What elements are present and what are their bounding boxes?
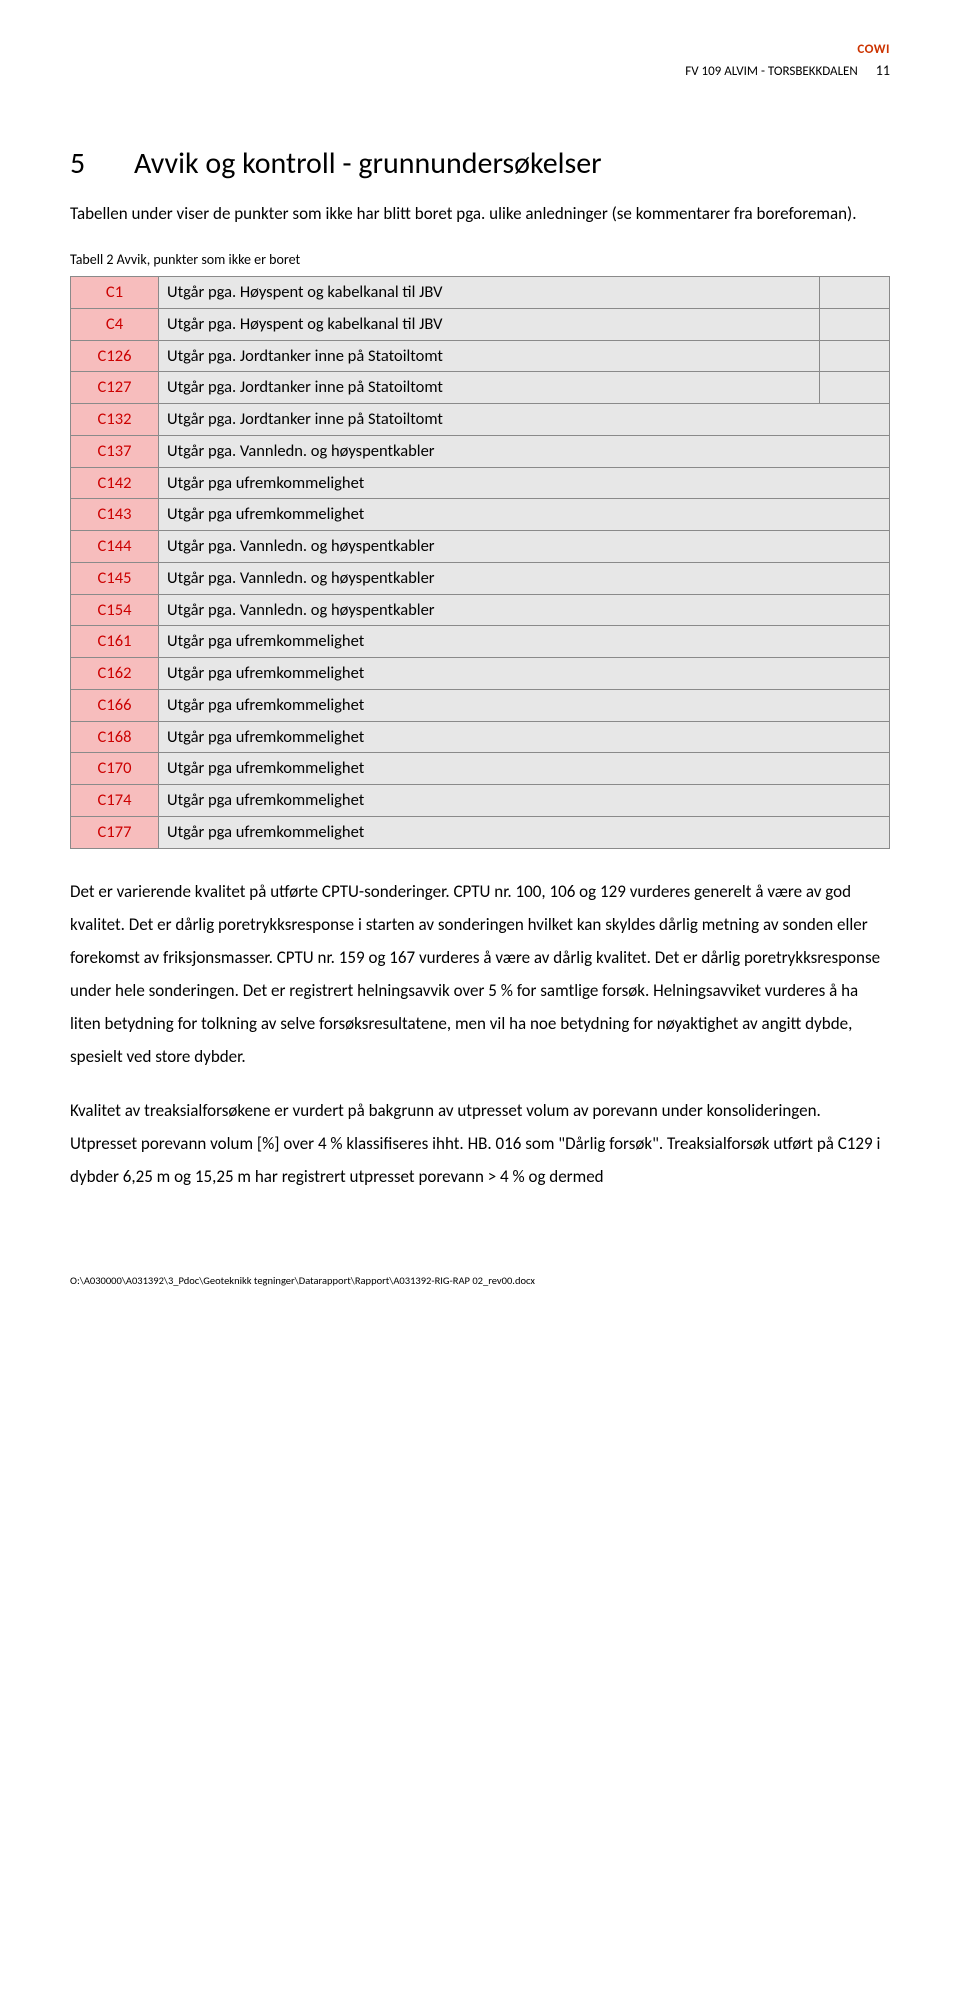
point-description: Utgår pga. Vannledn. og høyspentkabler [159, 594, 890, 626]
table-row: C177Utgår pga ufremkommelighet [71, 816, 890, 848]
blank-cell [820, 372, 890, 404]
point-description: Utgår pga ufremkommelighet [159, 689, 890, 721]
point-code: C162 [71, 658, 159, 690]
point-code: C127 [71, 372, 159, 404]
point-description: Utgår pga ufremkommelighet [159, 785, 890, 817]
table-row: C170Utgår pga ufremkommelighet [71, 753, 890, 785]
blank-cell [820, 340, 890, 372]
table-row: C1Utgår pga. Høyspent og kabelkanal til … [71, 277, 890, 309]
point-description: Utgår pga. Høyspent og kabelkanal til JB… [159, 308, 820, 340]
page-header: COWI FV 109 ALVIM - TORSBEKKDALEN 11 [70, 40, 890, 81]
section-heading: 5 Avvik og kontroll - grunnundersøkelser [70, 141, 890, 186]
point-description: Utgår pga ufremkommelighet [159, 753, 890, 785]
point-description: Utgår pga ufremkommelighet [159, 658, 890, 690]
blank-cell [820, 308, 890, 340]
table-row: C145Utgår pga. Vannledn. og høyspentkabl… [71, 562, 890, 594]
header-logo: COWI [685, 40, 890, 60]
point-description: Utgår pga. Vannledn. og høyspentkabler [159, 562, 890, 594]
point-description: Utgår pga ufremkommelighet [159, 626, 890, 658]
point-description: Utgår pga. Jordtanker inne på Statoiltom… [159, 404, 890, 436]
point-description: Utgår pga. Jordtanker inne på Statoiltom… [159, 340, 820, 372]
point-code: C168 [71, 721, 159, 753]
page-number: 11 [876, 60, 890, 81]
section-title: Avvik og kontroll - grunnundersøkelser [134, 141, 602, 186]
point-description: Utgår pga ufremkommelighet [159, 499, 890, 531]
table-caption: Tabell 2 Avvik, punkter som ikke er bore… [70, 249, 890, 270]
table-row: C126Utgår pga. Jordtanker inne på Statoi… [71, 340, 890, 372]
section-number: 5 [70, 141, 104, 186]
point-code: C126 [71, 340, 159, 372]
point-code: C132 [71, 404, 159, 436]
table-row: C166Utgår pga ufremkommelighet [71, 689, 890, 721]
point-code: C4 [71, 308, 159, 340]
deviation-table: C1Utgår pga. Høyspent og kabelkanal til … [70, 276, 890, 849]
point-code: C142 [71, 467, 159, 499]
table-row: C137Utgår pga. Vannledn. og høyspentkabl… [71, 435, 890, 467]
table-row: C161Utgår pga ufremkommelighet [71, 626, 890, 658]
table-row: C4Utgår pga. Høyspent og kabelkanal til … [71, 308, 890, 340]
table-row: C154Utgår pga. Vannledn. og høyspentkabl… [71, 594, 890, 626]
table-row: C144Utgår pga. Vannledn. og høyspentkabl… [71, 531, 890, 563]
point-code: C170 [71, 753, 159, 785]
table-row: C127Utgår pga. Jordtanker inne på Statoi… [71, 372, 890, 404]
point-description: Utgår pga. Vannledn. og høyspentkabler [159, 531, 890, 563]
point-code: C145 [71, 562, 159, 594]
point-code: C144 [71, 531, 159, 563]
point-description: Utgår pga. Høyspent og kabelkanal til JB… [159, 277, 820, 309]
footer-path: O:\A030000\A031392\3_Pdoc\Geoteknikk teg… [70, 1273, 890, 1289]
point-code: C161 [71, 626, 159, 658]
point-code: C1 [71, 277, 159, 309]
point-code: C154 [71, 594, 159, 626]
point-code: C137 [71, 435, 159, 467]
table-row: C168Utgår pga ufremkommelighet [71, 721, 890, 753]
table-row: C174Utgår pga ufremkommelighet [71, 785, 890, 817]
blank-cell [820, 277, 890, 309]
point-description: Utgår pga ufremkommelighet [159, 467, 890, 499]
point-code: C166 [71, 689, 159, 721]
intro-paragraph: Tabellen under viser de punkter som ikke… [70, 200, 890, 227]
header-project-title: FV 109 ALVIM - TORSBEKKDALEN [685, 62, 858, 82]
point-code: C177 [71, 816, 159, 848]
point-description: Utgår pga ufremkommelighet [159, 721, 890, 753]
point-description: Utgår pga ufremkommelighet [159, 816, 890, 848]
table-row: C132Utgår pga. Jordtanker inne på Statoi… [71, 404, 890, 436]
point-description: Utgår pga. Vannledn. og høyspentkabler [159, 435, 890, 467]
point-code: C143 [71, 499, 159, 531]
point-code: C174 [71, 785, 159, 817]
body-paragraph-1: Det er varierende kvalitet på utførte CP… [70, 875, 890, 1074]
header-block: COWI FV 109 ALVIM - TORSBEKKDALEN 11 [685, 40, 890, 81]
table-row: C143Utgår pga ufremkommelighet [71, 499, 890, 531]
body-paragraph-2: Kvalitet av treaksialforsøkene er vurder… [70, 1094, 890, 1193]
table-row: C142Utgår pga ufremkommelighet [71, 467, 890, 499]
point-description: Utgår pga. Jordtanker inne på Statoiltom… [159, 372, 820, 404]
table-row: C162Utgår pga ufremkommelighet [71, 658, 890, 690]
